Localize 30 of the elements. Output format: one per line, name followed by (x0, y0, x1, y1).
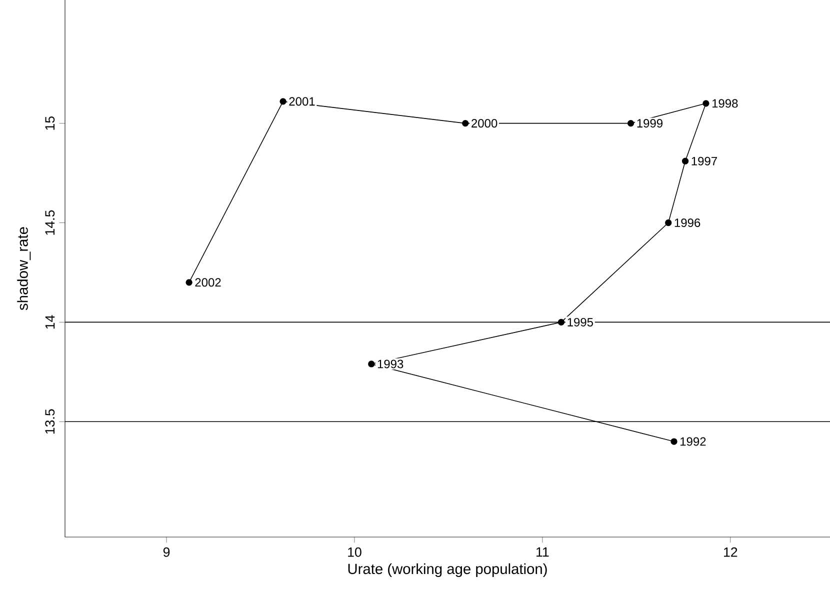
point (670, 438, 678, 445)
point (186, 279, 192, 286)
point (462, 120, 469, 127)
point (280, 98, 286, 105)
point (665, 219, 672, 226)
annotation: 2001 (289, 97, 315, 106)
y-axis-title: shadow_rate (17, 227, 31, 310)
annotation: 1998 (712, 99, 738, 108)
y-tick-label: 15 (45, 116, 55, 130)
x-axis-title: Urate (working age population) (348, 563, 547, 577)
point (368, 360, 375, 368)
annotation: 1999 (637, 119, 662, 128)
point (682, 158, 689, 164)
x-tick-label: 11 (536, 547, 549, 557)
x-tick-label: 10 (348, 547, 362, 557)
point (702, 100, 710, 107)
x-tick-label: 9 (163, 547, 170, 557)
annotation: 1995 (568, 318, 594, 326)
y-tick-label: 13.5 (45, 409, 55, 434)
point (627, 120, 634, 127)
annotation: 1992 (680, 437, 706, 446)
x-tick-label: 12 (724, 547, 738, 557)
y-tick-label: 14.5 (45, 210, 55, 235)
y-tick-label: 14 (45, 315, 55, 329)
annotation: 2000 (472, 119, 498, 128)
annotation: 1997 (692, 156, 717, 166)
annotation: 2002 (195, 278, 221, 287)
annotation: 1993 (378, 360, 404, 368)
point (558, 318, 565, 326)
annotation: 1996 (674, 218, 700, 228)
